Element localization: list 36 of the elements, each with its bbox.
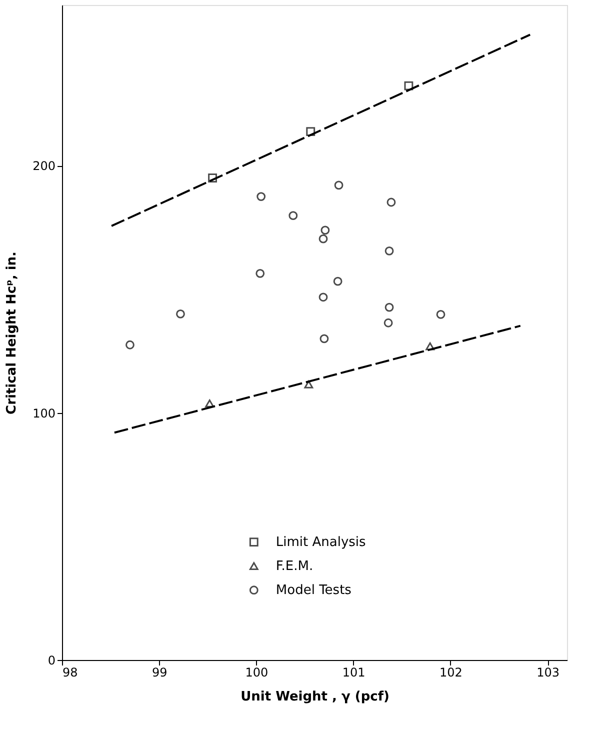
point — [426, 342, 435, 350]
point — [205, 399, 214, 408]
point — [384, 318, 393, 328]
point — [256, 268, 265, 278]
x-tick-label: 98 — [62, 666, 78, 680]
point — [386, 198, 396, 207]
point — [318, 234, 328, 244]
point — [176, 310, 185, 318]
x-axis-title: Unit Weight , γ (pcf) — [240, 690, 390, 704]
x-tick-label: 103 — [536, 666, 560, 680]
x-tick-label: 99 — [152, 666, 168, 680]
y-axis-title: Critical Height Hcᵖ, in. — [4, 252, 20, 414]
point — [320, 334, 329, 344]
point — [333, 276, 342, 286]
point — [306, 127, 316, 136]
point — [404, 81, 414, 90]
y-tick-label: 200 — [32, 159, 56, 174]
point — [384, 246, 394, 256]
point — [436, 310, 446, 319]
x-tick-label: 100 — [245, 666, 268, 680]
point — [288, 211, 298, 220]
point — [318, 292, 328, 302]
y-tick-label: 0 — [48, 654, 56, 668]
legend-label: Limit Analysis — [276, 535, 366, 550]
x-tick-label: 102 — [440, 666, 462, 680]
legend-label: Model Tests — [276, 583, 352, 598]
legend-label: F.E.M. — [276, 559, 314, 574]
point — [208, 174, 217, 182]
point — [256, 192, 266, 202]
point — [126, 340, 134, 350]
y-tick-label: 100 — [32, 406, 56, 420]
point — [320, 226, 330, 235]
point — [304, 380, 314, 388]
point — [384, 302, 394, 312]
x-tick-label: 101 — [342, 666, 366, 680]
point — [334, 180, 344, 190]
